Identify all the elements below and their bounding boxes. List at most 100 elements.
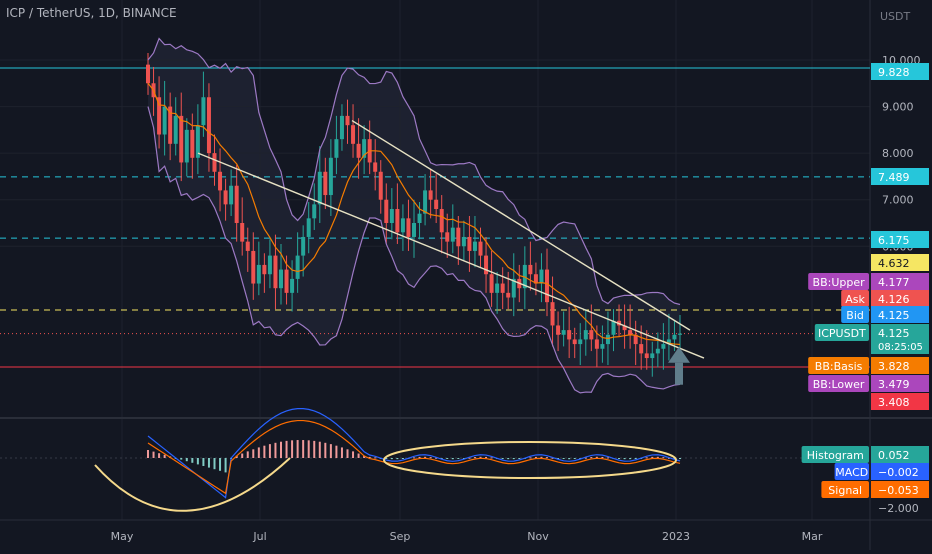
- candle-body: [550, 302, 555, 326]
- price-tag-value-box: [871, 306, 929, 323]
- candle-body: [284, 269, 289, 293]
- macd-histogram-bar: [235, 455, 238, 458]
- macd-histogram-bar: [385, 458, 388, 459]
- candle-body: [389, 209, 394, 223]
- price-tag-label-box: [841, 306, 869, 323]
- candle-body: [362, 139, 367, 158]
- price-tag-value-box: [871, 324, 929, 354]
- candle-body: [328, 157, 333, 196]
- macd-histogram-bar: [241, 453, 244, 458]
- candle-body: [489, 274, 494, 293]
- candle-body: [506, 292, 511, 298]
- macd-histogram-bar: [329, 444, 332, 458]
- macd-histogram-bar: [595, 456, 598, 458]
- candle-body: [168, 106, 173, 144]
- candle-body: [223, 190, 228, 205]
- price-tag-label-box: [814, 324, 869, 341]
- time-axis-tick: Sep: [390, 530, 411, 543]
- macd-histogram-bar: [390, 458, 393, 460]
- candle-body: [301, 236, 306, 256]
- candle-body: [273, 255, 278, 289]
- macd-line: [147, 407, 681, 499]
- macd-histogram-bar: [147, 450, 149, 458]
- candle-body: [556, 325, 561, 335]
- macd-histogram-bar: [518, 458, 521, 459]
- price-tag-value-box: [871, 357, 929, 374]
- macd-histogram-bar: [302, 440, 305, 458]
- macd-tag-label-box: [801, 446, 869, 463]
- macd-histogram-bar: [413, 457, 415, 459]
- candle-body: [539, 269, 544, 284]
- macd-histogram-bar: [202, 458, 205, 466]
- macd-histogram-bar: [501, 458, 504, 459]
- macd-histogram-bar: [451, 458, 454, 460]
- time-axis-tick: Mar: [802, 530, 823, 543]
- candle-body: [201, 97, 206, 126]
- macd-histogram-bar: [490, 457, 493, 459]
- candle-body: [306, 218, 311, 237]
- price-tag-label-box: [808, 273, 869, 290]
- candle-body: [240, 222, 245, 242]
- price-tag-value: 4.125: [878, 327, 910, 340]
- candle-body: [395, 209, 400, 233]
- candle-body: [589, 330, 594, 340]
- price-tag-label: ICPUSDT: [818, 327, 866, 340]
- macd-histogram-bar: [440, 458, 443, 459]
- macd-histogram-bar: [656, 456, 659, 458]
- price-tag-value: 7.489: [878, 171, 910, 184]
- macd-trough-annotation: [94, 457, 291, 512]
- macd-histogram-bar: [584, 457, 587, 459]
- price-tag-label: Ask: [845, 293, 865, 306]
- signal-line: [147, 419, 681, 495]
- macd-histogram-bar: [285, 440, 288, 458]
- macd-histogram-bar: [252, 449, 255, 458]
- macd-histogram-bar: [540, 456, 543, 458]
- macd-histogram-bar: [340, 447, 343, 458]
- candle-body: [611, 320, 616, 335]
- macd-histogram-bar: [512, 458, 515, 460]
- candle-body: [628, 330, 633, 335]
- macd-histogram-bar: [457, 458, 460, 459]
- macd-histogram-bar: [213, 458, 216, 470]
- macd-histogram-bar: [352, 451, 355, 458]
- macd-histogram-bar: [651, 456, 654, 458]
- candle-body: [672, 334, 677, 340]
- macd-histogram-bar: [368, 456, 371, 458]
- macd-histogram-bar: [679, 458, 681, 460]
- candle-body: [467, 236, 472, 251]
- macd-histogram-bar: [534, 456, 537, 458]
- candle-body: [400, 218, 405, 233]
- candle-body: [428, 190, 433, 200]
- candle-body: [373, 162, 378, 172]
- price-tag-value-box: [871, 375, 929, 392]
- price-tag-value-box: [871, 290, 929, 307]
- macd-histogram-bar: [473, 457, 476, 459]
- macd-histogram-bar: [324, 442, 327, 458]
- bb-lower-line: [147, 106, 681, 394]
- macd-histogram-bar: [335, 445, 338, 458]
- macd-histogram-bar: [606, 457, 609, 459]
- macd-histogram-bar: [446, 458, 449, 459]
- candle-body: [173, 115, 178, 144]
- price-tag-value: 6.175: [878, 234, 910, 247]
- countdown-timer: 08:25:05: [878, 342, 923, 353]
- macd-histogram-bar: [191, 458, 194, 463]
- macd-histogram-bar: [296, 440, 299, 458]
- macd-histogram-bar: [152, 451, 155, 458]
- candle-body: [633, 334, 638, 345]
- price-tag-value: 3.479: [878, 378, 910, 391]
- price-tag-value-box: [871, 63, 929, 80]
- candle-body: [655, 348, 660, 354]
- price-tag-value-box: [871, 254, 929, 271]
- candle-body: [245, 241, 250, 251]
- macd-histogram-bar: [224, 458, 227, 473]
- candle-body: [495, 283, 500, 293]
- bb-basis-line: [147, 82, 681, 346]
- macd-tag-label: MACD: [835, 466, 868, 479]
- candle-body: [661, 344, 666, 349]
- macd-histogram-bar: [479, 456, 482, 458]
- candle-body: [650, 353, 655, 359]
- candle-body: [456, 227, 461, 247]
